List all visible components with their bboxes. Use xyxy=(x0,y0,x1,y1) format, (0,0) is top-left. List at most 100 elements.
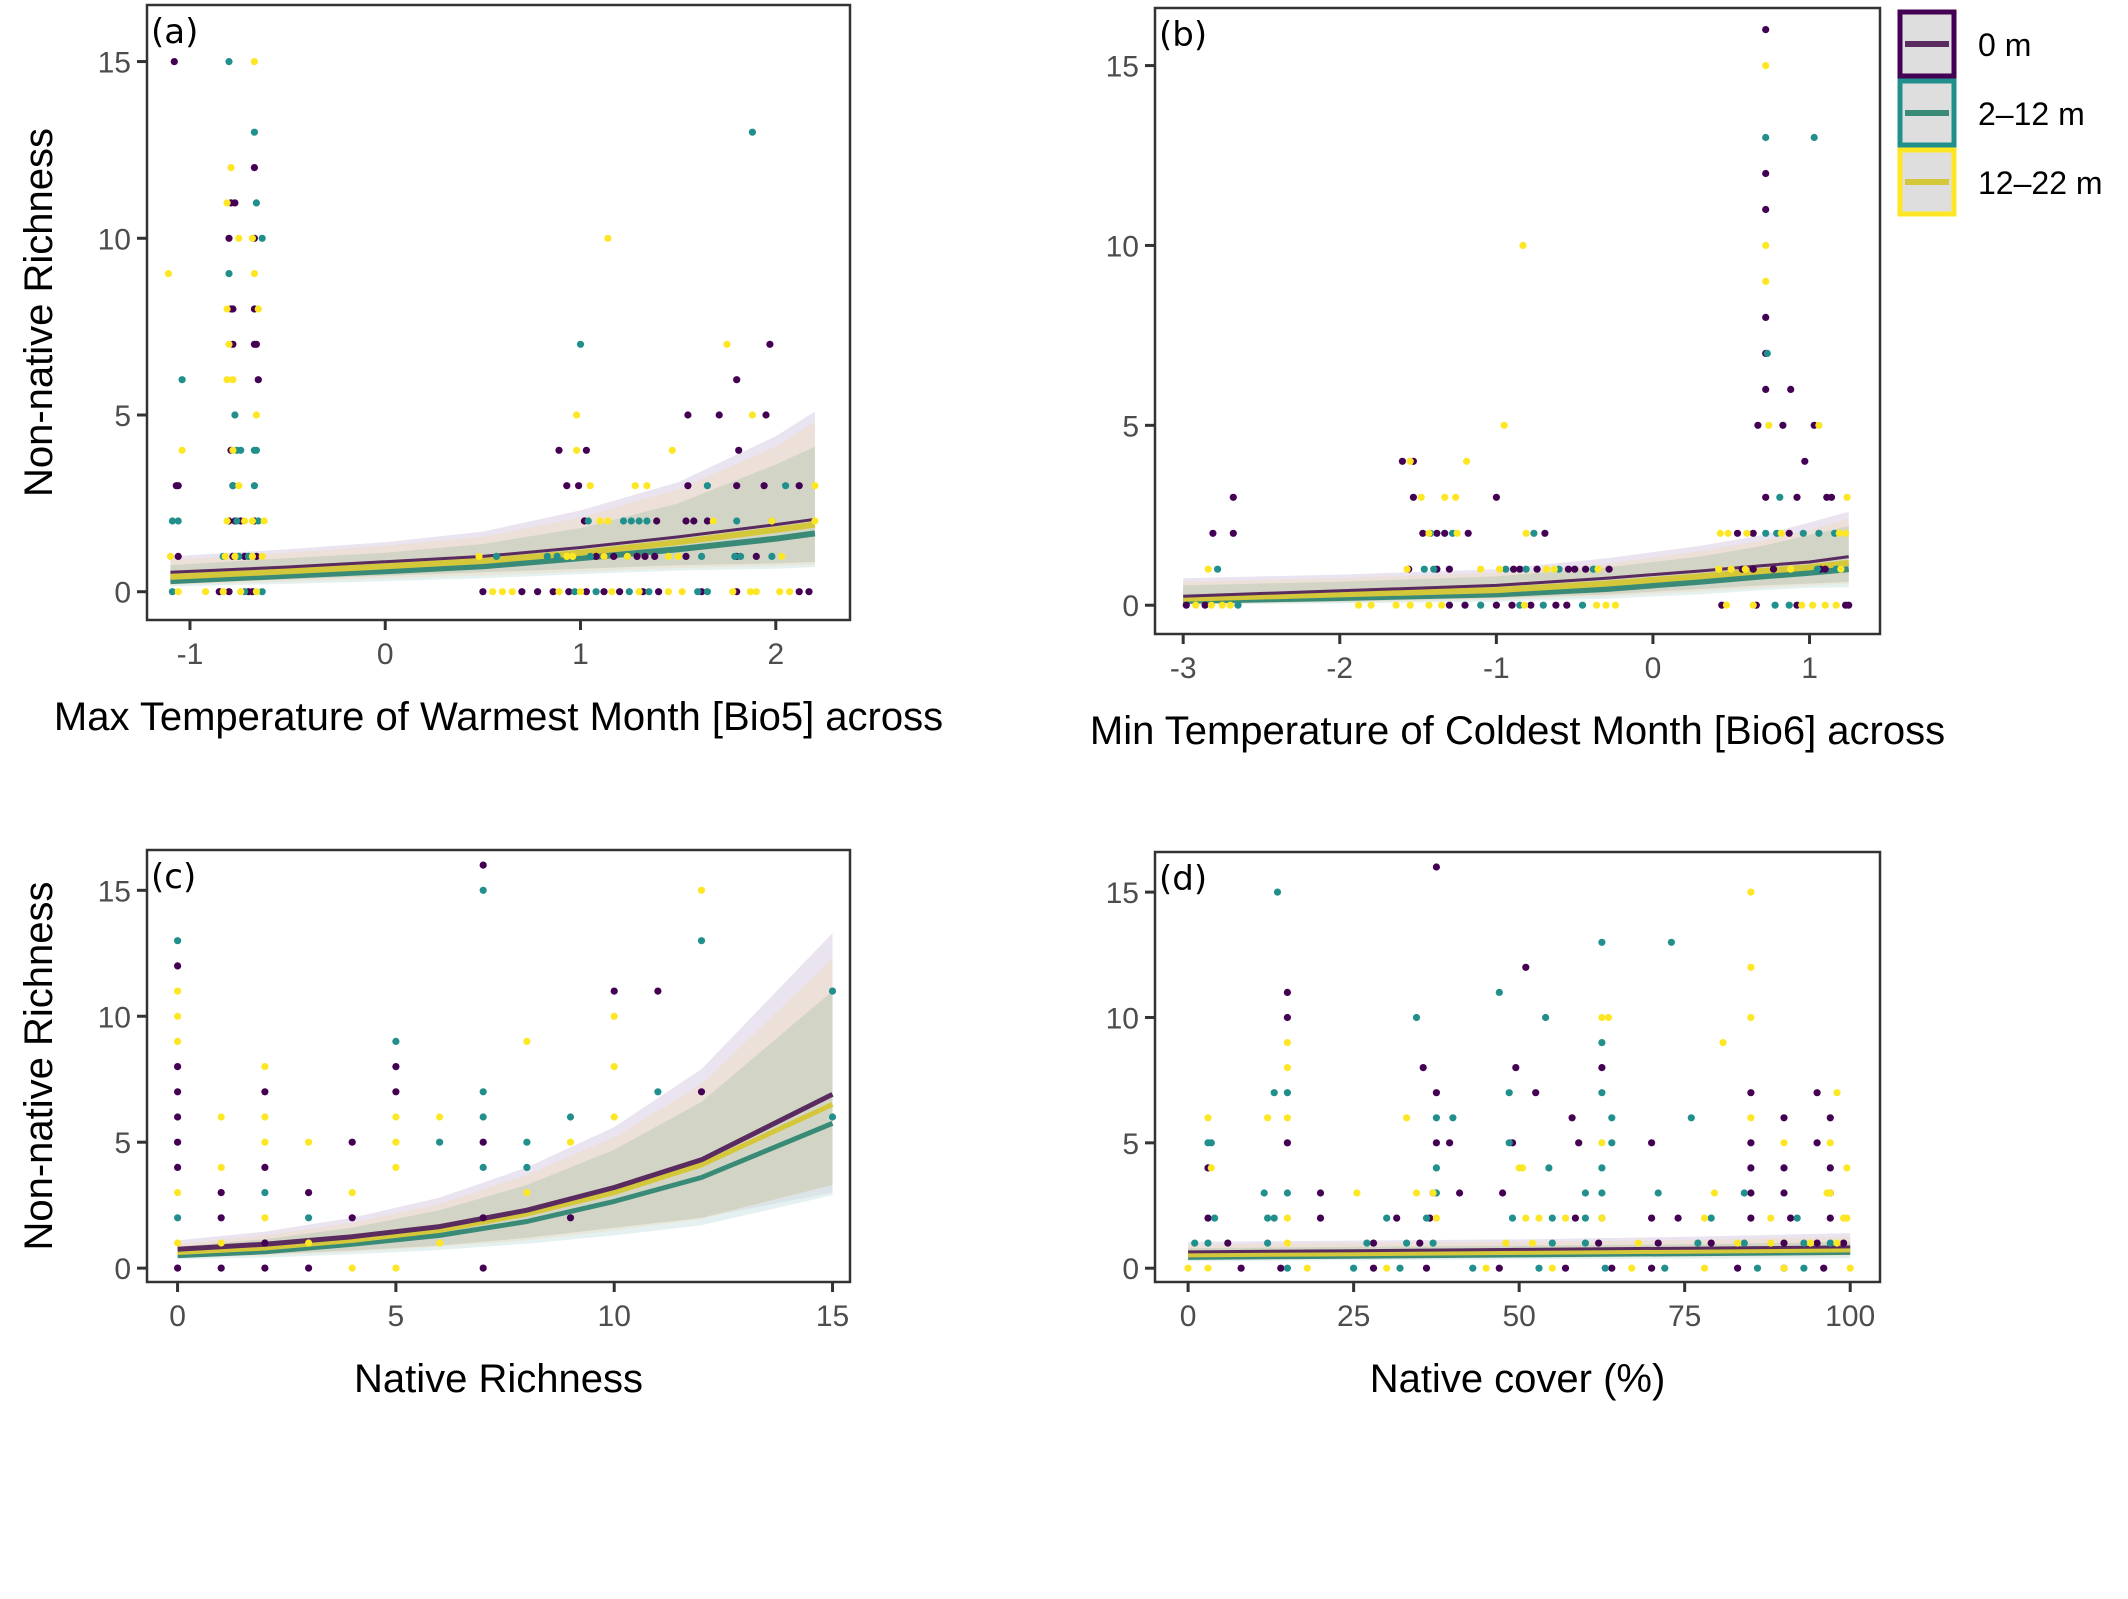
panel-d-point-0-m xyxy=(1780,1164,1788,1172)
panel-d-point-0-m xyxy=(1499,1189,1507,1197)
panel-c-x-axis-title: Native Richness xyxy=(354,1357,643,1401)
panel-a-y-tick-label: 5 xyxy=(114,400,131,433)
panel-a: -1 0 1 2 0 5 10 15 (a) Max Temperature of Warme… xyxy=(17,3,943,739)
panel-d-point-12-22-m xyxy=(1747,1114,1755,1122)
panel-c-point-0-m xyxy=(217,1189,225,1197)
panel-a-point-12-22-m xyxy=(768,517,776,525)
panel-b-point-12-22-m xyxy=(1821,601,1829,609)
panel-d-point-12-22-m xyxy=(1264,1114,1272,1122)
panel-d-point-2-12-m xyxy=(1581,1239,1589,1247)
panel-a-point-12-22-m xyxy=(164,270,173,278)
panel-d-point-2-12-m xyxy=(1432,1164,1440,1172)
panel-d-point-0-m xyxy=(1840,1239,1848,1247)
panel-d-point-2-12-m xyxy=(1800,1264,1808,1272)
panel-d-point-2-12-m xyxy=(1654,1189,1662,1197)
panel-b-point-12-22-m xyxy=(1787,565,1795,573)
panel-d-point-2-12-m xyxy=(1350,1264,1358,1272)
panel-a-point-2-12-m xyxy=(698,552,706,561)
panel-a-y-tick-label: 15 xyxy=(98,47,131,80)
panel-d-point-12-22-m xyxy=(1204,1264,1212,1272)
panel-d-point-0-m xyxy=(1283,988,1291,997)
panel-b-point-0-m xyxy=(1527,601,1535,609)
panel-a-point-12-22-m xyxy=(746,588,755,596)
panel-d-point-12-22-m xyxy=(1518,1164,1527,1172)
panel-c-point-0-m xyxy=(392,1063,400,1071)
panel-a-point-12-22-m xyxy=(573,446,581,454)
panel-c-point-0-m xyxy=(217,1264,225,1272)
panel-d-tag: (d) xyxy=(1159,859,1207,899)
panel-a-point-12-22-m xyxy=(231,552,239,561)
panel-d-point-12-22-m xyxy=(1747,888,1755,896)
panel-d-point-12-22-m xyxy=(1283,1039,1291,1047)
panel-d-x-tick-label: 75 xyxy=(1668,1300,1701,1333)
panel-d-point-12-22-m xyxy=(1429,1189,1437,1197)
panel-b-point-12-22-m xyxy=(1403,565,1411,573)
panel-b-point-0-m xyxy=(1464,529,1472,537)
panel-b-point-12-22-m xyxy=(1207,601,1215,609)
panel-a-point-12-22-m xyxy=(778,552,786,561)
panel-a-point-2-12-m xyxy=(748,128,757,136)
panel-a-point-2-12-m xyxy=(733,517,741,525)
panel-c-point-2-12-m xyxy=(392,1037,400,1045)
panel-b-point-12-22-m xyxy=(1495,565,1504,573)
panel-b-point-2-12-m xyxy=(1776,493,1784,501)
panel-d-point-2-12-m xyxy=(1740,1189,1748,1197)
panel-c-y-tick-label: 10 xyxy=(98,1001,131,1034)
panel-b-fit-line-2-12-m xyxy=(1183,566,1849,604)
panel-b-point-12-22-m xyxy=(1192,601,1200,609)
panel-d-point-0-m xyxy=(1512,1064,1520,1072)
panel-a-point-2-12-m xyxy=(627,517,635,525)
panel-a-point-12-22-m xyxy=(258,552,266,561)
panel-a-point-12-22-m xyxy=(623,552,632,561)
panel-a-y-tick-label: 0 xyxy=(114,577,131,610)
legend: 0 m 2–12 m 12–22 m xyxy=(1897,9,2103,217)
panel-c-point-2-12-m xyxy=(523,1163,531,1171)
panel-b-point-12-22-m xyxy=(1425,601,1433,609)
panel-b-y-tick-label: 15 xyxy=(1106,51,1139,84)
panel-d-point-12-22-m xyxy=(1522,1214,1530,1222)
panel-a-point-12-22-m xyxy=(166,552,174,561)
panel-c-point-12-22-m xyxy=(392,1113,400,1121)
panel-a-point-2-12-m xyxy=(492,552,501,561)
panel-a-point-12-22-m xyxy=(223,305,231,313)
panel-d-point-2-12-m xyxy=(1270,1089,1278,1097)
panel-c-point-12-22-m xyxy=(392,1138,400,1146)
panel-a-point-12-22-m xyxy=(223,376,231,384)
panel-d-point-12-22-m xyxy=(1412,1189,1421,1197)
panel-d-point-2-12-m xyxy=(1273,888,1282,896)
panel-d-point-12-22-m xyxy=(1383,1264,1391,1272)
panel-b-point-2-12-m xyxy=(1214,565,1222,573)
panel-b-x-tick-label: -2 xyxy=(1326,652,1353,685)
panel-d-point-0-m xyxy=(1648,1264,1656,1272)
panel-a-point-0-m xyxy=(690,517,698,525)
panel-d-point-0-m xyxy=(1826,1114,1834,1122)
legend-label-2-12m: 2–12 m xyxy=(1978,96,2085,132)
panel-c-point-12-22-m xyxy=(174,987,182,995)
panel-b-point-12-22-m xyxy=(1809,601,1817,609)
panel-b-point-0-m xyxy=(1605,565,1613,573)
panel-a-point-2-12-m xyxy=(252,199,260,207)
panel-a-point-12-22-m xyxy=(248,234,256,242)
panel-d-fit-line-12-22-m xyxy=(1188,1246,1851,1258)
panel-a-point-2-12-m xyxy=(731,552,739,561)
panel-d-point-0-m xyxy=(1224,1239,1232,1247)
panel-d-point-0-m xyxy=(1747,1089,1755,1097)
panel-d-x-tick-label: 0 xyxy=(1180,1300,1197,1333)
panel-d-point-12-22-m xyxy=(1548,1264,1556,1272)
panel-c-point-12-22-m xyxy=(305,1138,313,1146)
panel-d-point-12-22-m xyxy=(1353,1189,1361,1197)
panel-b-point-12-22-m xyxy=(1218,601,1226,609)
panel-b-point-0-m xyxy=(1201,601,1209,609)
panel-b-point-0-m xyxy=(1827,493,1836,501)
panel-a-point-12-22-m xyxy=(569,552,577,561)
panel-c-x-tick-label: 5 xyxy=(388,1300,405,1333)
panel-d-point-12-22-m xyxy=(1780,1264,1788,1272)
panel-b-point-2-12-m xyxy=(1430,565,1438,573)
panel-d-point-12-22-m xyxy=(1826,1189,1834,1197)
panel-a-point-0-m xyxy=(174,482,182,490)
panel-a-point-2-12-m xyxy=(619,517,628,525)
panel-b-point-12-22-m xyxy=(1355,601,1363,609)
panel-d-point-0-m xyxy=(1826,1214,1834,1222)
panel-d-point-2-12-m xyxy=(1598,1164,1606,1172)
